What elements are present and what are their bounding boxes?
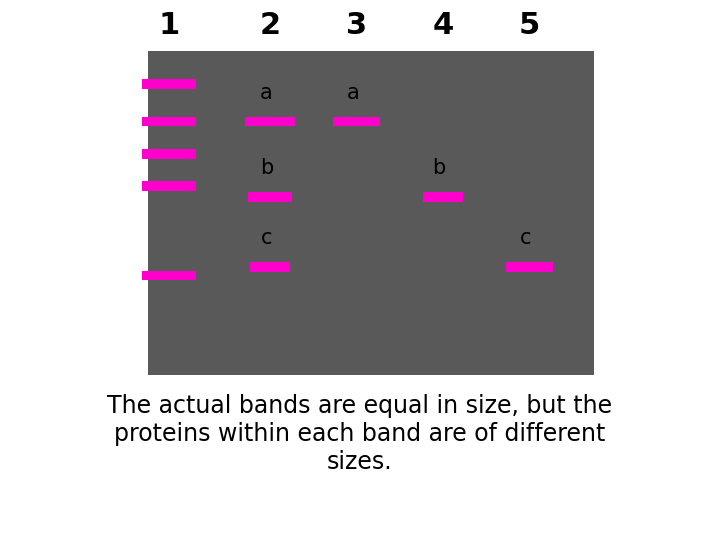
Text: 3: 3 — [346, 11, 367, 40]
Bar — [251, 262, 289, 272]
Bar — [505, 262, 553, 272]
Text: a: a — [346, 83, 359, 103]
Bar — [148, 51, 594, 375]
Bar — [248, 192, 292, 202]
Text: b: b — [433, 158, 446, 178]
Bar — [142, 149, 196, 159]
Text: b: b — [260, 158, 273, 178]
Text: The actual bands are equal in size, but the
proteins within each band are of dif: The actual bands are equal in size, but … — [107, 394, 613, 474]
Text: c: c — [261, 228, 272, 248]
Text: a: a — [260, 83, 273, 103]
Bar — [142, 271, 196, 280]
Text: 1: 1 — [158, 11, 180, 40]
Bar — [142, 181, 196, 191]
Bar — [142, 79, 196, 89]
Text: 4: 4 — [432, 11, 454, 40]
Bar — [423, 192, 463, 202]
Text: 2: 2 — [259, 11, 281, 40]
Bar — [333, 117, 380, 126]
Bar — [245, 117, 295, 126]
Text: c: c — [520, 228, 531, 248]
Text: 5: 5 — [518, 11, 540, 40]
Bar — [142, 117, 196, 126]
